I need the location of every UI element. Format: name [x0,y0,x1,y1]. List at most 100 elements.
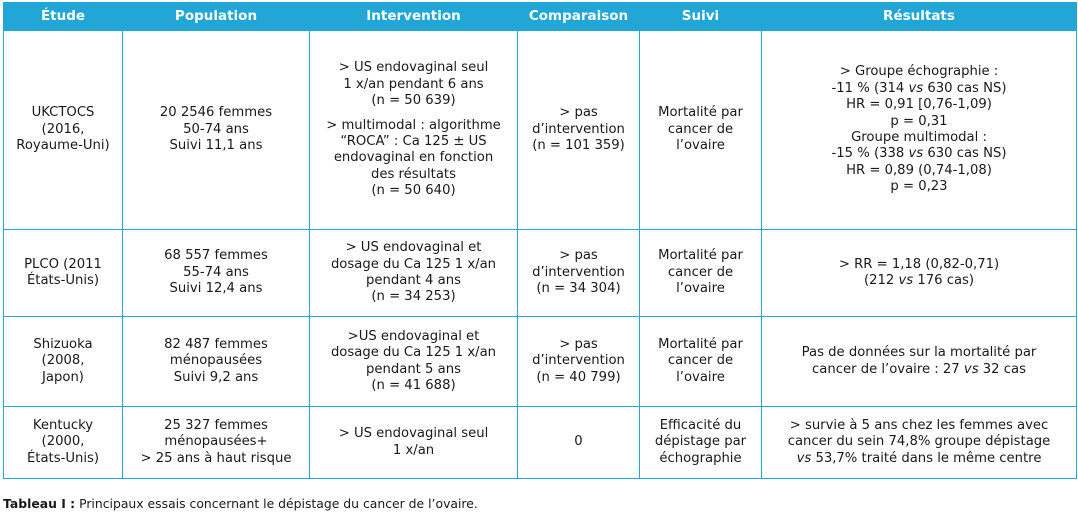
cell-line: (212 vs 176 cas) [863,273,975,288]
cell-line: l’ovaire [676,369,725,385]
cell-line: l’ovaire [676,138,725,154]
cell-intervention: > US endovaginal seul 1 x/an [309,406,518,479]
cell-line: > pas [559,336,598,352]
cell-line: (n = 34 304) [536,281,621,297]
table-header-row: Étude Population Intervention Comparaiso… [3,2,1077,31]
cell-line: >US endovaginal et [347,328,480,344]
cell-comparaison: > pas d’intervention (n = 40 799) [517,316,640,407]
cell-line: 82 487 femmes [164,336,268,352]
table-row: Shizuoka (2008, Japon) 82 487 femmes mén… [3,316,1077,407]
cell-etude: Shizuoka (2008, Japon) [3,316,123,407]
cell-line: (n = 101 359) [532,138,625,154]
cell-line: 1 x/an [392,442,435,458]
cell-line: UKCTOCS [31,105,95,121]
cell-suivi: Mortalité par cancer de l’ovaire [639,30,762,230]
cell-line: Mortalité par [658,336,743,352]
cell-intervention: > US endovaginal seul 1 x/an pendant 6 a… [309,30,518,230]
cell-resultats: Pas de données sur la mortalité par canc… [761,316,1077,407]
cell-line: d’intervention [532,121,625,137]
cell-line: p = 0,31 [890,113,948,129]
cell-line: 55-74 ans [183,264,249,280]
cell-line: ménopausées+ [164,434,268,450]
cell-line: > US endovaginal seul [338,426,489,442]
table-row: PLCO (2011 États-Unis) 68 557 femmes 55-… [3,229,1077,317]
cell-line: > US endovaginal et [345,240,482,256]
table-row: UKCTOCS (2016, Royaume-Uni) 20 2546 femm… [3,30,1077,230]
cell-line: (2000, [41,434,85,450]
cell-suivi: Mortalité par cancer de l’ovaire [639,316,762,407]
cell-line: (2008, [41,353,85,369]
cell-population: 68 557 femmes 55-74 ans Suivi 12,4 ans [122,229,310,317]
cell-line: pendant 4 ans [366,273,461,288]
cell-line: échographie [659,450,742,466]
cell-population: 25 327 femmes ménopausées+ > 25 ans à ha… [122,406,310,479]
cell-line: (n = 34 253) [371,289,456,305]
cell-suivi: Efficacité du dépistage par échographie [639,406,762,479]
caption-text: Principaux essais concernant le dépistag… [75,496,478,511]
cell-intervention: >US endovaginal et dosage du Ca 125 1 x/… [309,316,518,407]
cell-line: Mortalité par [658,105,743,121]
cell-line: Mortalité par [658,248,743,264]
cell-line: Groupe multimodal : [851,130,987,145]
cell-line: -15 % (338 vs 630 cas NS) [831,146,1007,162]
cell-population: 20 2546 femmes 50-74 ans Suivi 11,1 ans [122,30,310,230]
cell-spacer [314,110,513,118]
cell-line: (n = 50 640) [371,183,456,199]
cell-line: 0 [574,434,583,450]
cell-line: États-Unis) [26,450,100,466]
cell-line: > 25 ans à haut risque [140,450,292,466]
cell-line: cancer de [667,121,734,137]
cell-line: > survie à 5 ans chez les femmes avec [789,417,1049,433]
cell-line: États-Unis) [26,273,100,288]
cell-line: Shizuoka [33,336,93,352]
cell-etude: Kentucky (2000, États-Unis) [3,406,123,479]
table-caption: Tableau I : Principaux essais concernant… [3,496,478,511]
cell-line: d’intervention [532,264,625,280]
cell-intervention: > US endovaginal et dosage du Ca 125 1 x… [309,229,518,317]
cell-line: (n = 50 639) [371,93,456,109]
cell-line: cancer de [667,353,734,369]
cell-comparaison: 0 [517,406,640,479]
cell-line: Efficacité du [659,417,742,433]
header-comparaison: Comparaison [517,2,640,31]
cell-line: (n = 40 799) [536,369,621,385]
table-row: Kentucky (2000, États-Unis) 25 327 femme… [3,406,1077,479]
cell-line: d’intervention [532,353,625,369]
cell-line: Suivi 12,4 ans [169,281,263,297]
cell-line: p = 0,23 [890,179,948,195]
cell-etude: UKCTOCS (2016, Royaume-Uni) [3,30,123,230]
cell-line: 50-74 ans [183,121,249,137]
cell-line: “ROCA” : Ca 125 ± US [340,134,487,149]
header-population: Population [122,2,310,31]
cell-line: Royaume-Uni) [16,138,110,154]
cell-line: Japon) [42,369,84,385]
cell-resultats: > survie à 5 ans chez les femmes avec ca… [761,406,1077,479]
cell-line: dosage du Ca 125 1 x/an [330,256,497,272]
cell-resultats: > RR = 1,18 (0,82-0,71) (212 vs 176 cas) [761,229,1077,317]
cell-line: pendant 5 ans [366,361,461,377]
cell-line: dosage du Ca 125 1 x/an [330,345,497,361]
cell-line: 20 2546 femmes [159,105,273,121]
cell-line: HR = 0,89 (0,74-1,08) [846,162,992,178]
cell-population: 82 487 femmes ménopausées Suivi 9,2 ans [122,316,310,407]
cell-line: endovaginal en fonction [333,150,494,166]
cell-line: (n = 41 688) [371,377,456,393]
cell-line: vs 53,7% traité dans le même centre [796,450,1042,466]
trials-table: Étude Population Intervention Comparaiso… [3,2,1077,479]
cell-line: > US endovaginal seul [338,60,489,76]
cell-line: -11 % (314 vs 630 cas NS) [831,80,1007,96]
header-intervention: Intervention [309,2,518,31]
cell-line: Kentucky [32,417,94,433]
cell-resultats: > Groupe échographie : -11 % (314 vs 630… [761,30,1077,230]
cell-line: Suivi 11,1 ans [169,138,263,154]
header-etude: Étude [3,2,123,31]
caption-label: Tableau I : [3,496,76,511]
cell-comparaison: > pas d’intervention (n = 34 304) [517,229,640,317]
header-suivi: Suivi [639,2,762,31]
cell-line: Pas de données sur la mortalité par [801,345,1037,361]
cell-line: Suivi 9,2 ans [173,369,259,385]
cell-line: > pas [559,105,598,121]
cell-comparaison: > pas d’intervention (n = 101 359) [517,30,640,230]
header-resultats: Résultats [761,2,1077,31]
